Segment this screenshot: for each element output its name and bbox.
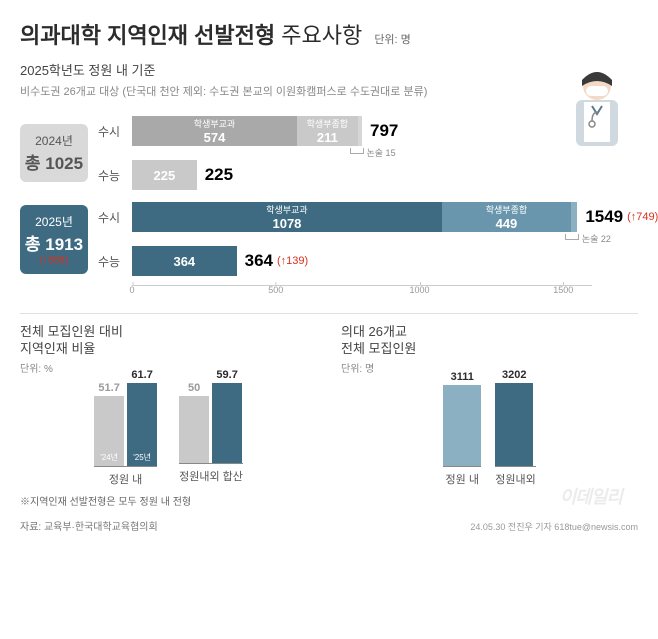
- watermark: 이데일리: [560, 483, 622, 509]
- bar-row: 수능225225: [98, 160, 638, 190]
- year-group-2025: 2025년총 1913(↑888) 수시학생부교과1078학생부종합449 1549…: [20, 199, 638, 279]
- bar-row: 수시학생부교과1078학생부종합4491549(↑749) 논술 22: [98, 202, 658, 232]
- bar-segment: [571, 202, 577, 232]
- header-note: 비수도권 26개교 대상 (단국대 천안 제외: 수도권 본교의 이원화캠퍼스로…: [20, 83, 638, 99]
- badge-year: 2024년: [24, 132, 84, 149]
- panel-ratio: 전체 모집인원 대비지역인재 비율단위: %51.7'24년61.7'25년정원…: [20, 324, 317, 487]
- bar-segment: 225: [132, 160, 197, 190]
- badge-total: 총 1913: [24, 230, 84, 255]
- mini-bar: 61.7'25년: [127, 383, 157, 466]
- mini-bar-value: 3111: [451, 371, 474, 383]
- title-bold: 의과대학 지역인재 선발전형: [20, 23, 275, 48]
- title-unit: 단위: 명: [374, 31, 410, 47]
- mini-bar: 50: [179, 396, 209, 464]
- bar-row: 수시학생부교과574학생부종합211797 논술 15: [98, 116, 638, 146]
- footnote: ※지역인재 선발전형은 모두 정원 내 전형: [20, 493, 638, 508]
- mini-bar-value: 61.7: [131, 369, 152, 381]
- bar-segment: 학생부교과1078: [132, 202, 442, 232]
- row-label: 수능: [98, 253, 132, 270]
- mini-bar: 3202: [495, 383, 533, 467]
- subtitle: 2025학년도 정원 내 기준: [20, 60, 638, 79]
- bar-row: 수능364364(↑139): [98, 246, 658, 276]
- main-bar-chart: 2024년총 1025수시학생부교과574학생부종합211797 논술 15수능…: [20, 113, 638, 299]
- nonsul-callout: 논술 15: [350, 146, 396, 159]
- year-badge-2025: 2025년총 1913(↑888): [20, 205, 88, 274]
- bar-segment: 학생부교과574: [132, 116, 297, 146]
- mini-bar: 51.7'24년: [94, 396, 124, 466]
- mini-bar-category: 정원 내: [94, 471, 157, 487]
- header: 의과대학 지역인재 선발전형 주요사항 단위: 명 2025학년도 정원 내 기…: [20, 18, 638, 99]
- mini-bar-value: 50: [188, 382, 200, 394]
- mini-bar-inlabel: '24년: [100, 452, 118, 463]
- row-total: 225: [205, 165, 233, 185]
- badge-diff: (↑888): [24, 255, 84, 266]
- panel-unit: 단위: %: [20, 360, 317, 375]
- row-diff: (↑139): [277, 255, 308, 267]
- minibar-group: 5059.7: [179, 383, 243, 464]
- axis-tick: 0: [129, 285, 134, 295]
- x-axis: 0 500 1000 1500: [132, 285, 592, 299]
- row-total: 1549: [585, 207, 623, 227]
- bar-segment: 학생부종합449: [442, 202, 571, 232]
- axis-tick: 500: [268, 285, 283, 295]
- row-label: 수능: [98, 167, 132, 184]
- bar-segment: [358, 116, 362, 146]
- row-diff: (↑749): [627, 211, 658, 223]
- minibar-group: 51.7'24년61.7'25년: [94, 383, 157, 466]
- source: 자료: 교육부·한국대학교육협의회: [20, 518, 158, 533]
- axis-tick: 1000: [409, 285, 429, 295]
- mini-bar-category: 정원내외: [495, 471, 535, 487]
- badge-year: 2025년: [24, 213, 84, 230]
- divider: [20, 313, 638, 314]
- axis-tick: 1500: [553, 285, 573, 295]
- nonsul-callout: 논술 22: [565, 232, 611, 245]
- bar-segment: 364: [132, 246, 237, 276]
- infographic-root: 의과대학 지역인재 선발전형 주요사항 단위: 명 2025학년도 정원 내 기…: [0, 0, 658, 545]
- panel-unit: 단위: 명: [341, 360, 638, 375]
- panel-title: 의대 26개교전체 모집인원: [341, 324, 638, 358]
- row-total: 364: [245, 251, 273, 271]
- mini-bar-category: 정원내외 합산: [179, 468, 243, 484]
- mini-bar-value: 3202: [502, 369, 526, 381]
- mini-bar: 3111: [443, 385, 481, 466]
- panel-total: 의대 26개교전체 모집인원단위: 명3111정원 내3202정원내외: [341, 324, 638, 487]
- row-label: 수시: [98, 123, 132, 140]
- mini-bar-category: 정원 내: [443, 471, 481, 487]
- row-label: 수시: [98, 209, 132, 226]
- mini-bar-value: 59.7: [216, 369, 237, 381]
- row-total: 797: [370, 121, 398, 141]
- bar-segment: 학생부종합211: [297, 116, 358, 146]
- mini-bar: 59.7: [212, 383, 242, 464]
- year-group-2024: 2024년총 1025 수시학생부교과574학생부종합211 797 논술 15 수능…: [20, 113, 638, 193]
- mini-bar-value: 51.7: [98, 382, 119, 394]
- title-light: 주요사항: [275, 23, 362, 48]
- panel-title: 전체 모집인원 대비지역인재 비율: [20, 324, 317, 358]
- badge-total: 총 1025: [24, 149, 84, 174]
- bottom-panels: 전체 모집인원 대비지역인재 비율단위: %51.7'24년61.7'25년정원…: [20, 324, 638, 487]
- credit: 24.05.30 전진우 기자 618tue@newsis.com: [470, 520, 638, 533]
- year-badge-2024: 2024년총 1025: [20, 124, 88, 182]
- footer: 자료: 교육부·한국대학교육협의회 24.05.30 전진우 기자 618tue…: [20, 518, 638, 533]
- title: 의과대학 지역인재 선발전형 주요사항: [20, 23, 368, 48]
- mini-bar-inlabel: '25년: [133, 452, 151, 463]
